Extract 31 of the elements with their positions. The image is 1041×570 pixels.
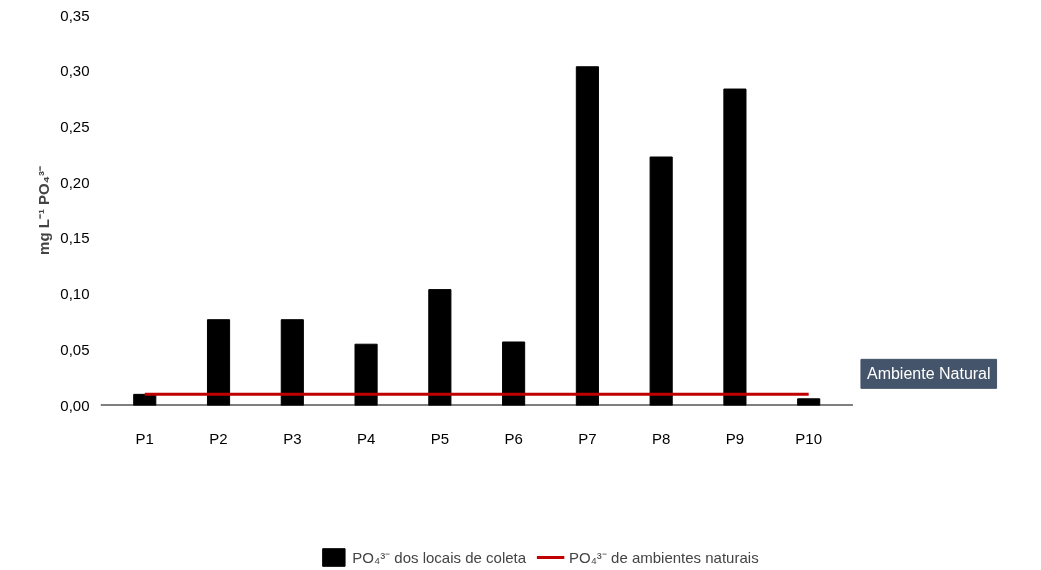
- legend-label: PO₄³⁻ de ambientes naturais: [569, 547, 759, 567]
- bar: [354, 343, 378, 406]
- bar: [575, 66, 599, 406]
- y-tick-label: 0,30: [60, 62, 90, 80]
- y-tick-label: 0,10: [60, 285, 90, 303]
- x-tick-label: P2: [209, 429, 228, 447]
- x-tick-label: P10: [795, 429, 823, 447]
- y-tick-label: 0,00: [60, 396, 90, 414]
- bar: [649, 156, 673, 406]
- y-tick-label: 0,05: [60, 340, 90, 358]
- x-tick-label: P6: [504, 429, 523, 447]
- y-tick-label: 0,35: [60, 6, 90, 24]
- bar: [723, 88, 747, 406]
- x-tick-label: P9: [725, 429, 745, 447]
- bar: [280, 319, 304, 406]
- legend-label: PO₄³⁻ dos locais de coleta: [352, 547, 527, 567]
- x-tick-label: P4: [356, 429, 376, 447]
- text: Ambiente Natural: [866, 365, 991, 383]
- x-tick-label: P8: [651, 429, 671, 447]
- bar: [502, 341, 526, 406]
- y-axis-title: mg L⁻¹ PO₄³⁻: [35, 166, 53, 255]
- bar: [797, 398, 821, 406]
- x-tick-label: P1: [135, 429, 154, 447]
- y-tick-label: 0,25: [60, 117, 90, 135]
- bar: [206, 319, 231, 406]
- x-tick-label: P7: [578, 429, 597, 447]
- x-tick-label: P5: [430, 429, 450, 447]
- bar: [428, 289, 452, 406]
- y-tick-label: 0,15: [60, 229, 90, 247]
- x-tick-label: P3: [283, 429, 302, 447]
- y-tick-label: 0,20: [60, 173, 90, 191]
